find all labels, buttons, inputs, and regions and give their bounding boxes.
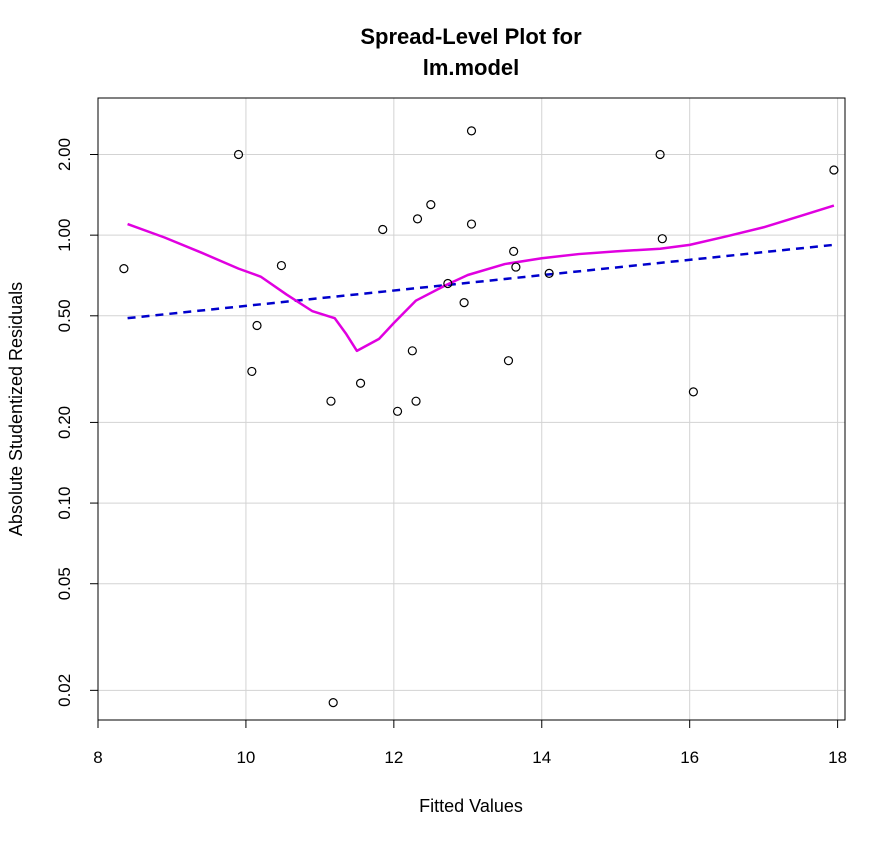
data-point [443, 278, 453, 289]
x-tick-label: 10 [236, 748, 255, 767]
data-point [426, 200, 436, 210]
data-point [247, 366, 257, 377]
series-lines [127, 204, 835, 353]
y-axis-label: Absolute Studentized Residuals [6, 282, 26, 536]
y-tick-label: 2.00 [55, 138, 74, 171]
data-point [466, 126, 477, 136]
data-point [233, 149, 244, 160]
data-point [503, 356, 514, 366]
data-point [509, 246, 519, 256]
data-point [276, 260, 287, 271]
data-point [511, 262, 521, 272]
chart-title-line-2: lm.model [423, 55, 520, 80]
chart-title-line-1: Spread-Level Plot for [360, 24, 582, 49]
x-axis-ticks: 8 10 12 14 16 18 [93, 720, 847, 767]
y-tick-label: 0.20 [55, 406, 74, 439]
x-tick-label: 18 [828, 748, 847, 767]
y-tick-label: 0.02 [55, 674, 74, 707]
data-point [459, 298, 469, 308]
data-point [355, 378, 366, 388]
y-tick-label: 0.05 [55, 567, 74, 600]
data-point [655, 149, 665, 160]
plot-frame [97, 97, 846, 721]
data-point [407, 346, 417, 356]
data-points [119, 126, 839, 708]
data-point [657, 234, 667, 244]
y-tick-label: 1.00 [55, 219, 74, 252]
x-tick-label: 14 [532, 748, 551, 767]
data-point [544, 268, 554, 278]
x-tick-label: 12 [384, 748, 403, 767]
grid-lines [98, 98, 845, 720]
data-point [392, 406, 403, 416]
y-tick-label: 0.10 [55, 487, 74, 520]
data-point [326, 396, 336, 406]
x-axis-label: Fitted Values [419, 796, 523, 816]
data-point [411, 396, 421, 406]
data-point [378, 224, 388, 235]
data-point [412, 214, 423, 224]
data-point [119, 264, 129, 274]
data-point [252, 320, 262, 331]
lowess-smooth-line [127, 204, 835, 353]
data-point [328, 698, 338, 708]
linear-fit-line [127, 243, 835, 320]
data-point [466, 219, 477, 229]
data-point [688, 387, 698, 397]
x-tick-label: 8 [93, 748, 102, 767]
y-tick-label: 0.50 [55, 299, 74, 332]
y-axis-ticks: 0.02 0.05 0.10 0.20 0.50 1.00 2.00 [55, 138, 98, 707]
x-tick-label: 16 [680, 748, 699, 767]
data-point [829, 165, 839, 175]
